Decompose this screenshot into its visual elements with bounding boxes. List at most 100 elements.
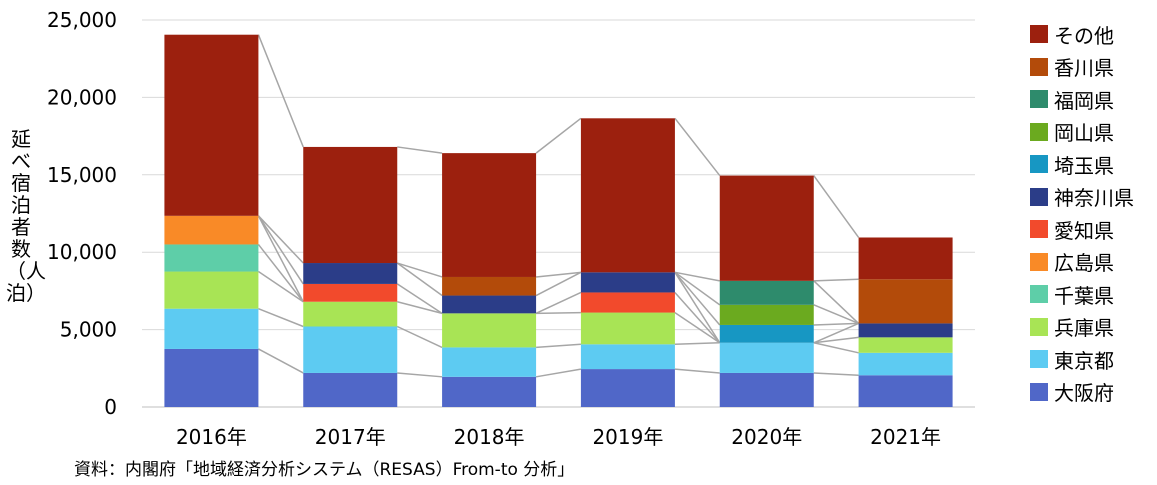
bar-segment — [164, 34, 259, 216]
series-line — [674, 271, 721, 326]
series-line — [536, 311, 581, 315]
series-line — [397, 262, 443, 278]
legend-swatch — [1030, 187, 1048, 206]
series-line — [813, 372, 859, 377]
bar-segment — [442, 313, 537, 348]
bar-segment — [164, 308, 259, 349]
bar-segment — [580, 272, 675, 293]
series-line — [396, 262, 443, 297]
series-line — [536, 271, 581, 278]
series-line — [813, 322, 859, 344]
bar-segment — [719, 175, 814, 281]
series-line — [813, 280, 860, 324]
series-line — [813, 175, 860, 238]
series-line — [257, 215, 304, 285]
legend-item: 大阪府 — [1030, 376, 1134, 409]
bar-segment — [164, 348, 259, 407]
y-axis-label: 延べ宿泊者数（人泊） — [6, 127, 46, 305]
bar-segment — [442, 347, 537, 377]
legend-swatch — [1030, 350, 1048, 369]
y-tick-label: 20,000 — [47, 85, 117, 109]
legend-swatch — [1030, 382, 1048, 401]
series-line — [396, 325, 443, 349]
legend-label: 大阪府 — [1054, 381, 1114, 406]
bar-segment — [303, 326, 398, 373]
legend-label: 千葉県 — [1054, 283, 1114, 308]
series-line — [813, 342, 859, 354]
y-tick-label: 25,000 — [47, 8, 117, 32]
legend-label: 兵庫県 — [1054, 316, 1114, 341]
legend-label: 福岡県 — [1054, 88, 1114, 113]
series-line — [397, 372, 443, 378]
legend-item: 埼玉県 — [1030, 148, 1134, 181]
series-line — [535, 291, 582, 315]
series-line — [674, 271, 721, 344]
series-line — [674, 368, 720, 374]
y-tick-label: 15,000 — [47, 163, 117, 187]
legend-swatch — [1030, 57, 1048, 76]
legend-swatch — [1030, 155, 1048, 174]
series-line — [258, 308, 304, 328]
bar-segment — [580, 292, 675, 313]
bar-segment — [303, 146, 398, 264]
legend-label: 神奈川県 — [1054, 186, 1134, 211]
series-line — [257, 243, 304, 303]
y-tick-label: 0 — [104, 395, 117, 419]
bar-segment — [858, 337, 953, 353]
bar-segment — [442, 376, 537, 407]
source-note: 資料：内閣府「地域経済分析システム（RESAS）From-to 分析」 — [74, 460, 575, 480]
legend-label: 香川県 — [1054, 56, 1114, 81]
series-line — [813, 336, 859, 344]
x-tick-label: 2016年 — [176, 425, 247, 449]
bar-segment — [442, 295, 537, 314]
legend-item: 東京都 — [1030, 343, 1134, 376]
bar-segment — [858, 323, 953, 338]
legend-item: 香川県 — [1030, 51, 1134, 84]
bar-segment — [580, 118, 675, 273]
legend-label: 愛知県 — [1054, 218, 1114, 243]
series-line — [258, 348, 304, 374]
legend: その他香川県福岡県岡山県埼玉県神奈川県愛知県広島県千葉県兵庫県 東京都大阪府 — [1030, 18, 1134, 408]
x-axis-ticks: 2016年 2017年 2018年 2019年 2020年 2021年 — [176, 425, 941, 449]
series-line — [674, 271, 721, 306]
legend-label: 埼玉県 — [1054, 153, 1114, 178]
bar-segment — [719, 324, 814, 343]
bar-segment — [719, 304, 814, 325]
y-axis-ticks: 0 5,000 10,000 15,000 20,000 25,000 — [47, 8, 117, 419]
bar-segment — [858, 375, 953, 407]
legend-swatch — [1030, 25, 1048, 44]
series-line — [674, 311, 721, 344]
bar-segment — [719, 372, 814, 407]
series-line — [674, 291, 721, 344]
legend-swatch — [1030, 90, 1048, 109]
bar-segment — [858, 352, 953, 376]
legend-label: 岡山県 — [1054, 121, 1114, 146]
legend-swatch — [1030, 122, 1048, 141]
series-line — [257, 215, 304, 264]
bar-segment — [164, 271, 259, 309]
legend-item: 広島県 — [1030, 246, 1134, 279]
bar-segment — [442, 153, 537, 277]
x-tick-label: 2017年 — [315, 425, 386, 449]
legend-label: 広島県 — [1054, 251, 1114, 276]
y-tick-label: 5,000 — [60, 318, 117, 342]
bar-segment — [858, 237, 953, 280]
y-tick-label: 10,000 — [47, 240, 117, 264]
x-tick-label: 2020年 — [731, 425, 802, 449]
series-line — [813, 278, 859, 282]
bar-segment — [442, 276, 537, 296]
legend-swatch — [1030, 252, 1048, 271]
x-tick-label: 2019年 — [592, 425, 663, 449]
legend-item: 千葉県 — [1030, 278, 1134, 311]
bar-segment — [303, 283, 398, 302]
legend-item: その他 — [1030, 18, 1134, 51]
bar-segment — [164, 215, 259, 245]
legend-item: 兵庫県 — [1030, 311, 1134, 344]
bar-segments — [164, 34, 953, 407]
bar-segment — [164, 244, 259, 272]
series-line — [257, 270, 304, 303]
legend-swatch — [1030, 220, 1048, 239]
series-line — [535, 368, 582, 378]
bar-segment — [858, 279, 953, 324]
bar-segment — [580, 369, 675, 407]
